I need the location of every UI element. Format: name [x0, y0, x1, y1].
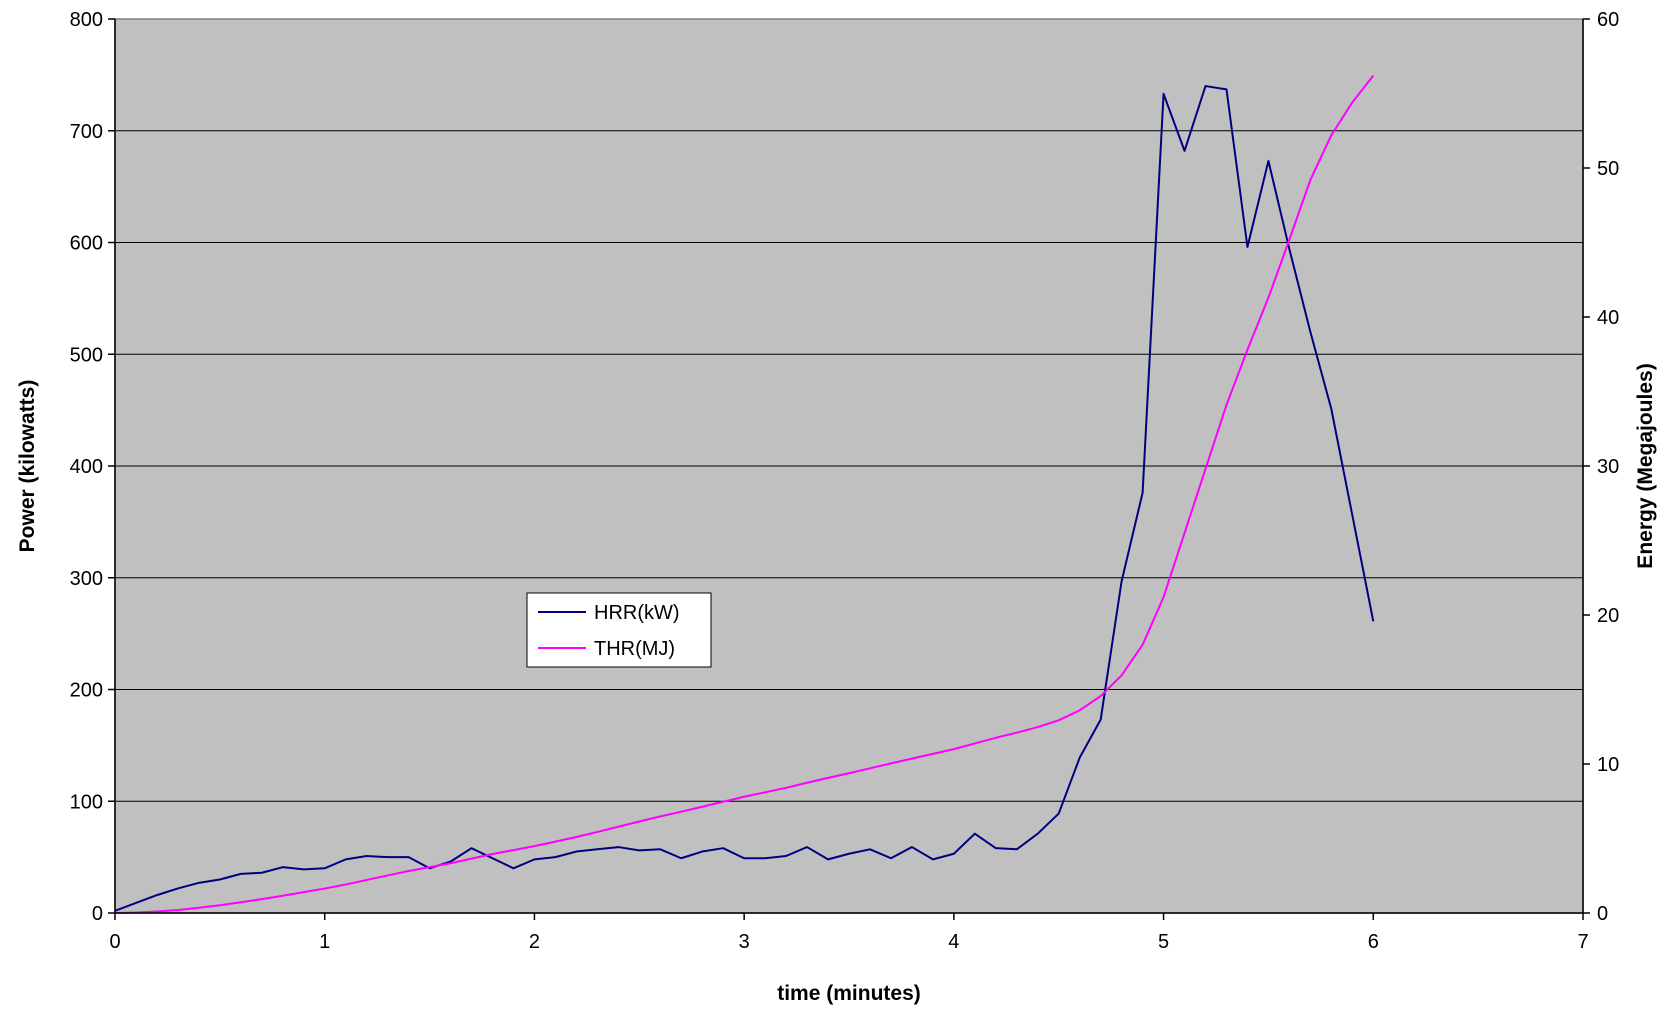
series-line-hrr [114, 85, 1375, 912]
y2-tick-label: 60 [1597, 9, 1619, 31]
y2-tick-label: 10 [1597, 754, 1619, 776]
y-tick-label: 100 [70, 791, 103, 813]
legend-box [526, 592, 712, 668]
series-layer [114, 75, 1375, 914]
y-tick-label: 400 [70, 456, 103, 478]
series-line-thr [114, 75, 1375, 914]
x-tick-label: 0 [109, 931, 120, 953]
y-axis-title-right: Energy (Megajoules) [1634, 363, 1657, 568]
y-tick-label: 600 [70, 233, 103, 255]
x-tick-label: 3 [739, 931, 750, 953]
x-tick-label: 7 [1577, 931, 1588, 953]
x-axis-title: time (minutes) [777, 982, 921, 1005]
y-tick-label: 300 [70, 568, 103, 590]
gridlines [115, 130, 1583, 802]
y-tick-label: 200 [70, 680, 103, 702]
y2-tick-label: 50 [1597, 158, 1619, 180]
y-tick-label: 700 [70, 121, 103, 143]
y2-tick-label: 0 [1597, 903, 1608, 925]
x-tick-label: 6 [1368, 931, 1379, 953]
y-tick-label: 500 [70, 344, 103, 366]
x-tick-label: 2 [529, 931, 540, 953]
y-axis-title-left: Power (kilowatts) [16, 380, 39, 553]
legend-label-hrr: HRR(kW) [594, 602, 680, 624]
x-tick-label: 1 [319, 931, 330, 953]
x-tick-label: 4 [948, 931, 959, 953]
legend-label-thr: THR(MJ) [594, 638, 675, 660]
legend: HRR(kW) THR(MJ) [526, 592, 712, 668]
y2-tick-label: 30 [1597, 456, 1619, 478]
y2-tick-label: 20 [1597, 605, 1619, 627]
y2-tick-label: 40 [1597, 307, 1619, 329]
y-tick-label: 800 [70, 9, 103, 31]
x-tick-label: 5 [1158, 931, 1169, 953]
y-tick-label: 0 [92, 903, 103, 925]
